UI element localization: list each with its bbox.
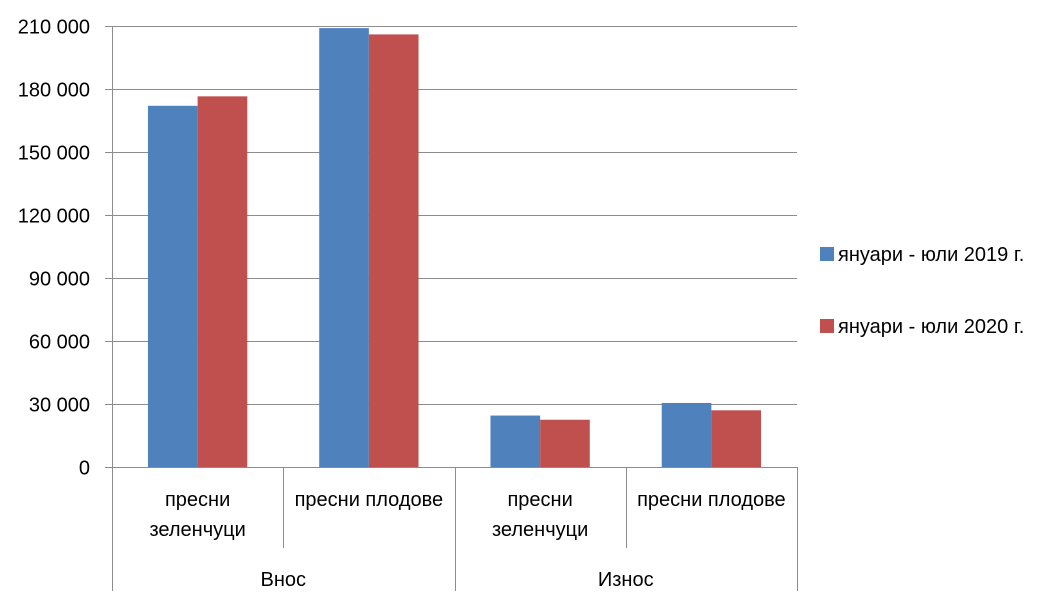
bars: [147, 28, 762, 468]
legend-swatch-2: [820, 319, 834, 333]
y-tick-label: 60 000: [29, 332, 90, 354]
category-label: зеленчуци: [149, 519, 245, 541]
category-label: пресни плодове: [295, 489, 444, 511]
category-label: пресни: [507, 489, 572, 511]
category-label: пресни: [165, 489, 230, 511]
bar-series1-cat1: [147, 105, 198, 468]
bar-series2-cat3: [540, 419, 590, 467]
bar-series2-cat4: [711, 410, 762, 467]
y-tick-label: 120 000: [18, 206, 90, 228]
y-tick-label: 210 000: [18, 17, 90, 39]
y-tick-label: 0: [79, 458, 90, 480]
legend: януари - юли 2019 г. януари - юли 2020 г.: [820, 244, 1024, 338]
category-label: пресни плодове: [637, 489, 786, 511]
bar-series1-cat4: [661, 402, 712, 467]
bar-series2-cat1: [197, 96, 248, 467]
legend-swatch-1: [820, 247, 834, 261]
y-tick-label: 30 000: [29, 395, 90, 417]
legend-label-2: януари - юли 2020 г.: [838, 316, 1024, 338]
group-label: Внос: [260, 569, 306, 591]
bar-series1-cat2: [319, 28, 369, 467]
axes: [105, 26, 798, 591]
category-label: зеленчуци: [492, 519, 588, 541]
y-tick-label: 90 000: [29, 269, 90, 291]
bar-series1-cat3: [490, 415, 541, 467]
labels: 0 30 000 60 000 90 000 120 000 150 000 180 000…: [18, 17, 786, 592]
y-tick-label: 180 000: [18, 80, 90, 102]
y-tick-label: 150 000: [18, 143, 90, 165]
group-label: Износ: [598, 569, 654, 591]
legend-label-1: януари - юли 2019 г.: [838, 244, 1024, 266]
bar-series2-cat2: [368, 34, 419, 468]
